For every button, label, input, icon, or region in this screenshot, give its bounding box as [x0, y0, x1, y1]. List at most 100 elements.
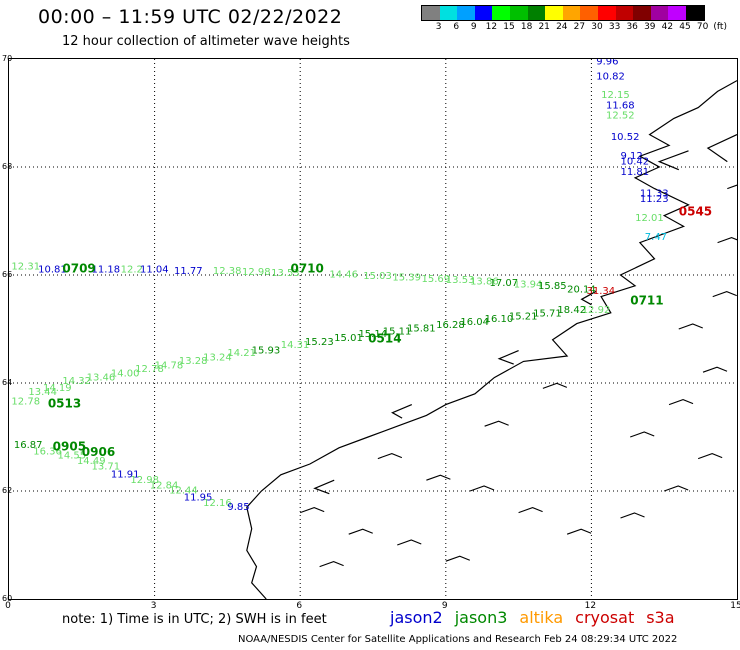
color-swatch: [615, 6, 634, 20]
latitude-tick-label: 68: [2, 162, 13, 171]
credit-footer: NOAA/NESDIS Center for Satellite Applica…: [238, 634, 678, 645]
track-time-label: 0905: [53, 440, 86, 454]
color-swatch: [457, 6, 475, 20]
map-canvas: 9.9610.8212.1511.6812.5210.529.1210.4211…: [9, 59, 737, 599]
wave-height-label: 12.78: [11, 397, 40, 408]
coastline-fragment: [445, 555, 471, 562]
wave-height-label: 13.86: [470, 277, 499, 288]
wave-height-label: 15.85: [538, 281, 567, 292]
map-title: 00:00 – 11:59 UTC 02/22/2022: [38, 6, 343, 28]
wave-height-label: 13.24: [203, 352, 232, 363]
coastline-fragment: [469, 485, 495, 492]
longitude-tick-label: 6: [296, 601, 303, 611]
color-scale-tick-label: 42: [661, 22, 674, 32]
wave-height-label: 14.21: [227, 348, 256, 359]
coastline-fragment: [678, 323, 703, 330]
color-swatch: [474, 6, 493, 20]
coastline-fragment: [702, 366, 728, 373]
wave-height-label: 15.01: [334, 333, 363, 344]
wave-height-label: 20.14: [567, 284, 596, 295]
wave-height-label: 12.84: [150, 480, 179, 491]
coastline: [497, 350, 519, 365]
coastline-fragment: [664, 485, 689, 492]
coastline-fragment: [300, 507, 325, 514]
track-time-label: 0514: [368, 332, 401, 346]
legend-entry-altika: altika: [519, 608, 564, 627]
color-scale-tick-label: 45: [679, 22, 691, 32]
coastline-fragment: [377, 453, 403, 460]
wave-height-label: 14.31: [281, 340, 310, 351]
track-time-label: 0906: [82, 445, 115, 459]
color-scale-tick-label: 3: [435, 22, 442, 32]
color-swatch: [509, 6, 528, 20]
latitude-tick-label: 64: [2, 378, 13, 387]
wave-height-label: 10.52: [611, 132, 640, 143]
color-scale-tick-label: 36: [626, 22, 638, 32]
wave-height-label: 13.53: [271, 268, 300, 279]
wave-height-label: 11.18: [92, 264, 121, 275]
wave-height-label: 10.42: [621, 156, 650, 167]
wave-height-label: 11.33: [640, 189, 669, 200]
wave-height-label: 14.19: [43, 383, 72, 394]
color-swatch: [492, 6, 510, 20]
longitude-tick-label: 9: [441, 601, 448, 611]
wave-height-label: 13.44: [28, 387, 57, 398]
color-swatch: [422, 6, 440, 20]
coastline-fragment: [668, 399, 694, 406]
coastline-fragment: [397, 539, 422, 546]
color-scale-tick-label: (ft): [713, 22, 727, 32]
color-scale-tick-label: 6: [453, 22, 460, 32]
wave-height-label: 13.53: [446, 275, 475, 286]
wave-height-label: 12.98: [242, 267, 271, 278]
wave-height-label: 11.77: [174, 266, 203, 277]
color-scale-tick-label: 21: [538, 22, 550, 32]
legend-entry-jason3: jason3: [454, 608, 508, 627]
wave-height-label: 15.81: [407, 324, 436, 335]
legend-entry-s3a: s3a: [646, 608, 675, 627]
coastline-fragment: [630, 431, 655, 438]
wave-height-label: 10.82: [596, 72, 625, 83]
color-scale-tick-label: 15: [503, 22, 515, 32]
footnote: note: 1) Time is in UTC; 2) SWH is in fe…: [62, 612, 327, 627]
color-scale-tick-label: 33: [608, 22, 621, 32]
coastline-fragment: [542, 382, 568, 389]
coastline: [313, 479, 335, 495]
wave-height-label: 12.98: [130, 475, 159, 486]
color-swatch: [439, 6, 458, 20]
coastline-fragment: [426, 474, 451, 481]
wave-height-label: 11.91: [111, 470, 140, 481]
color-swatch: [545, 6, 563, 20]
coastline-fragment: [727, 184, 737, 190]
wave-height-label: 16.04: [460, 317, 489, 328]
coastline-fragment: [717, 237, 737, 244]
wave-height-label: 13.71: [92, 461, 121, 472]
coastline: [706, 134, 737, 163]
wave-height-label: 16.10: [485, 314, 514, 325]
color-scale-tick-label: 39: [644, 22, 656, 32]
wave-height-label: 9.96: [596, 59, 618, 67]
wave-height-label: 12.16: [203, 498, 232, 509]
wave-height-label: 15.14: [358, 329, 387, 340]
coastline-fragment: [518, 507, 543, 514]
wave-height-label: 14.32: [62, 376, 91, 387]
latitude-tick-label: 66: [2, 270, 13, 279]
wave-height-label: 17.07: [489, 278, 518, 289]
wave-height-label: 12.38: [213, 266, 242, 277]
color-swatch: [650, 6, 669, 20]
longitude-tick-label: 0: [5, 601, 11, 611]
coastline-fragment: [697, 453, 723, 460]
wave-height-label: 7.47: [645, 232, 667, 243]
wave-height-label: 13.28: [179, 356, 208, 367]
wave-height-label: 14.49: [77, 456, 106, 467]
latitude-tick-label: 62: [2, 486, 13, 495]
coastline-fragment: [319, 561, 344, 568]
color-scale-tick-label: 24: [556, 22, 568, 32]
wave-height-label: 9.12: [621, 151, 643, 162]
wave-height-label: 16.87: [14, 440, 43, 451]
wave-height-label: 12.92: [582, 305, 611, 316]
track-time-label: 0709: [62, 261, 95, 275]
wave-height-label: 12.78: [135, 364, 164, 375]
wave-height-label: 12.2: [121, 264, 143, 275]
wave-height-label: 13.94: [514, 279, 543, 290]
color-swatch: [633, 6, 651, 20]
